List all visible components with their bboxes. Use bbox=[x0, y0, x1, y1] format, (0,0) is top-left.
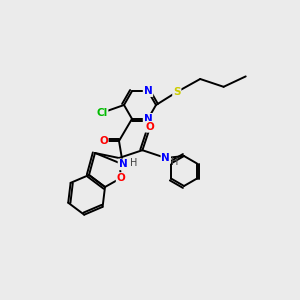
Text: S: S bbox=[173, 87, 181, 97]
Text: N: N bbox=[144, 86, 152, 96]
Text: O: O bbox=[99, 136, 108, 146]
Text: O: O bbox=[146, 122, 154, 132]
Text: O: O bbox=[117, 173, 125, 183]
Text: Cl: Cl bbox=[96, 108, 107, 118]
Text: H: H bbox=[171, 157, 178, 167]
Text: H: H bbox=[130, 158, 137, 168]
Text: N: N bbox=[144, 114, 152, 124]
Text: N: N bbox=[161, 153, 170, 163]
Text: N: N bbox=[118, 159, 127, 170]
